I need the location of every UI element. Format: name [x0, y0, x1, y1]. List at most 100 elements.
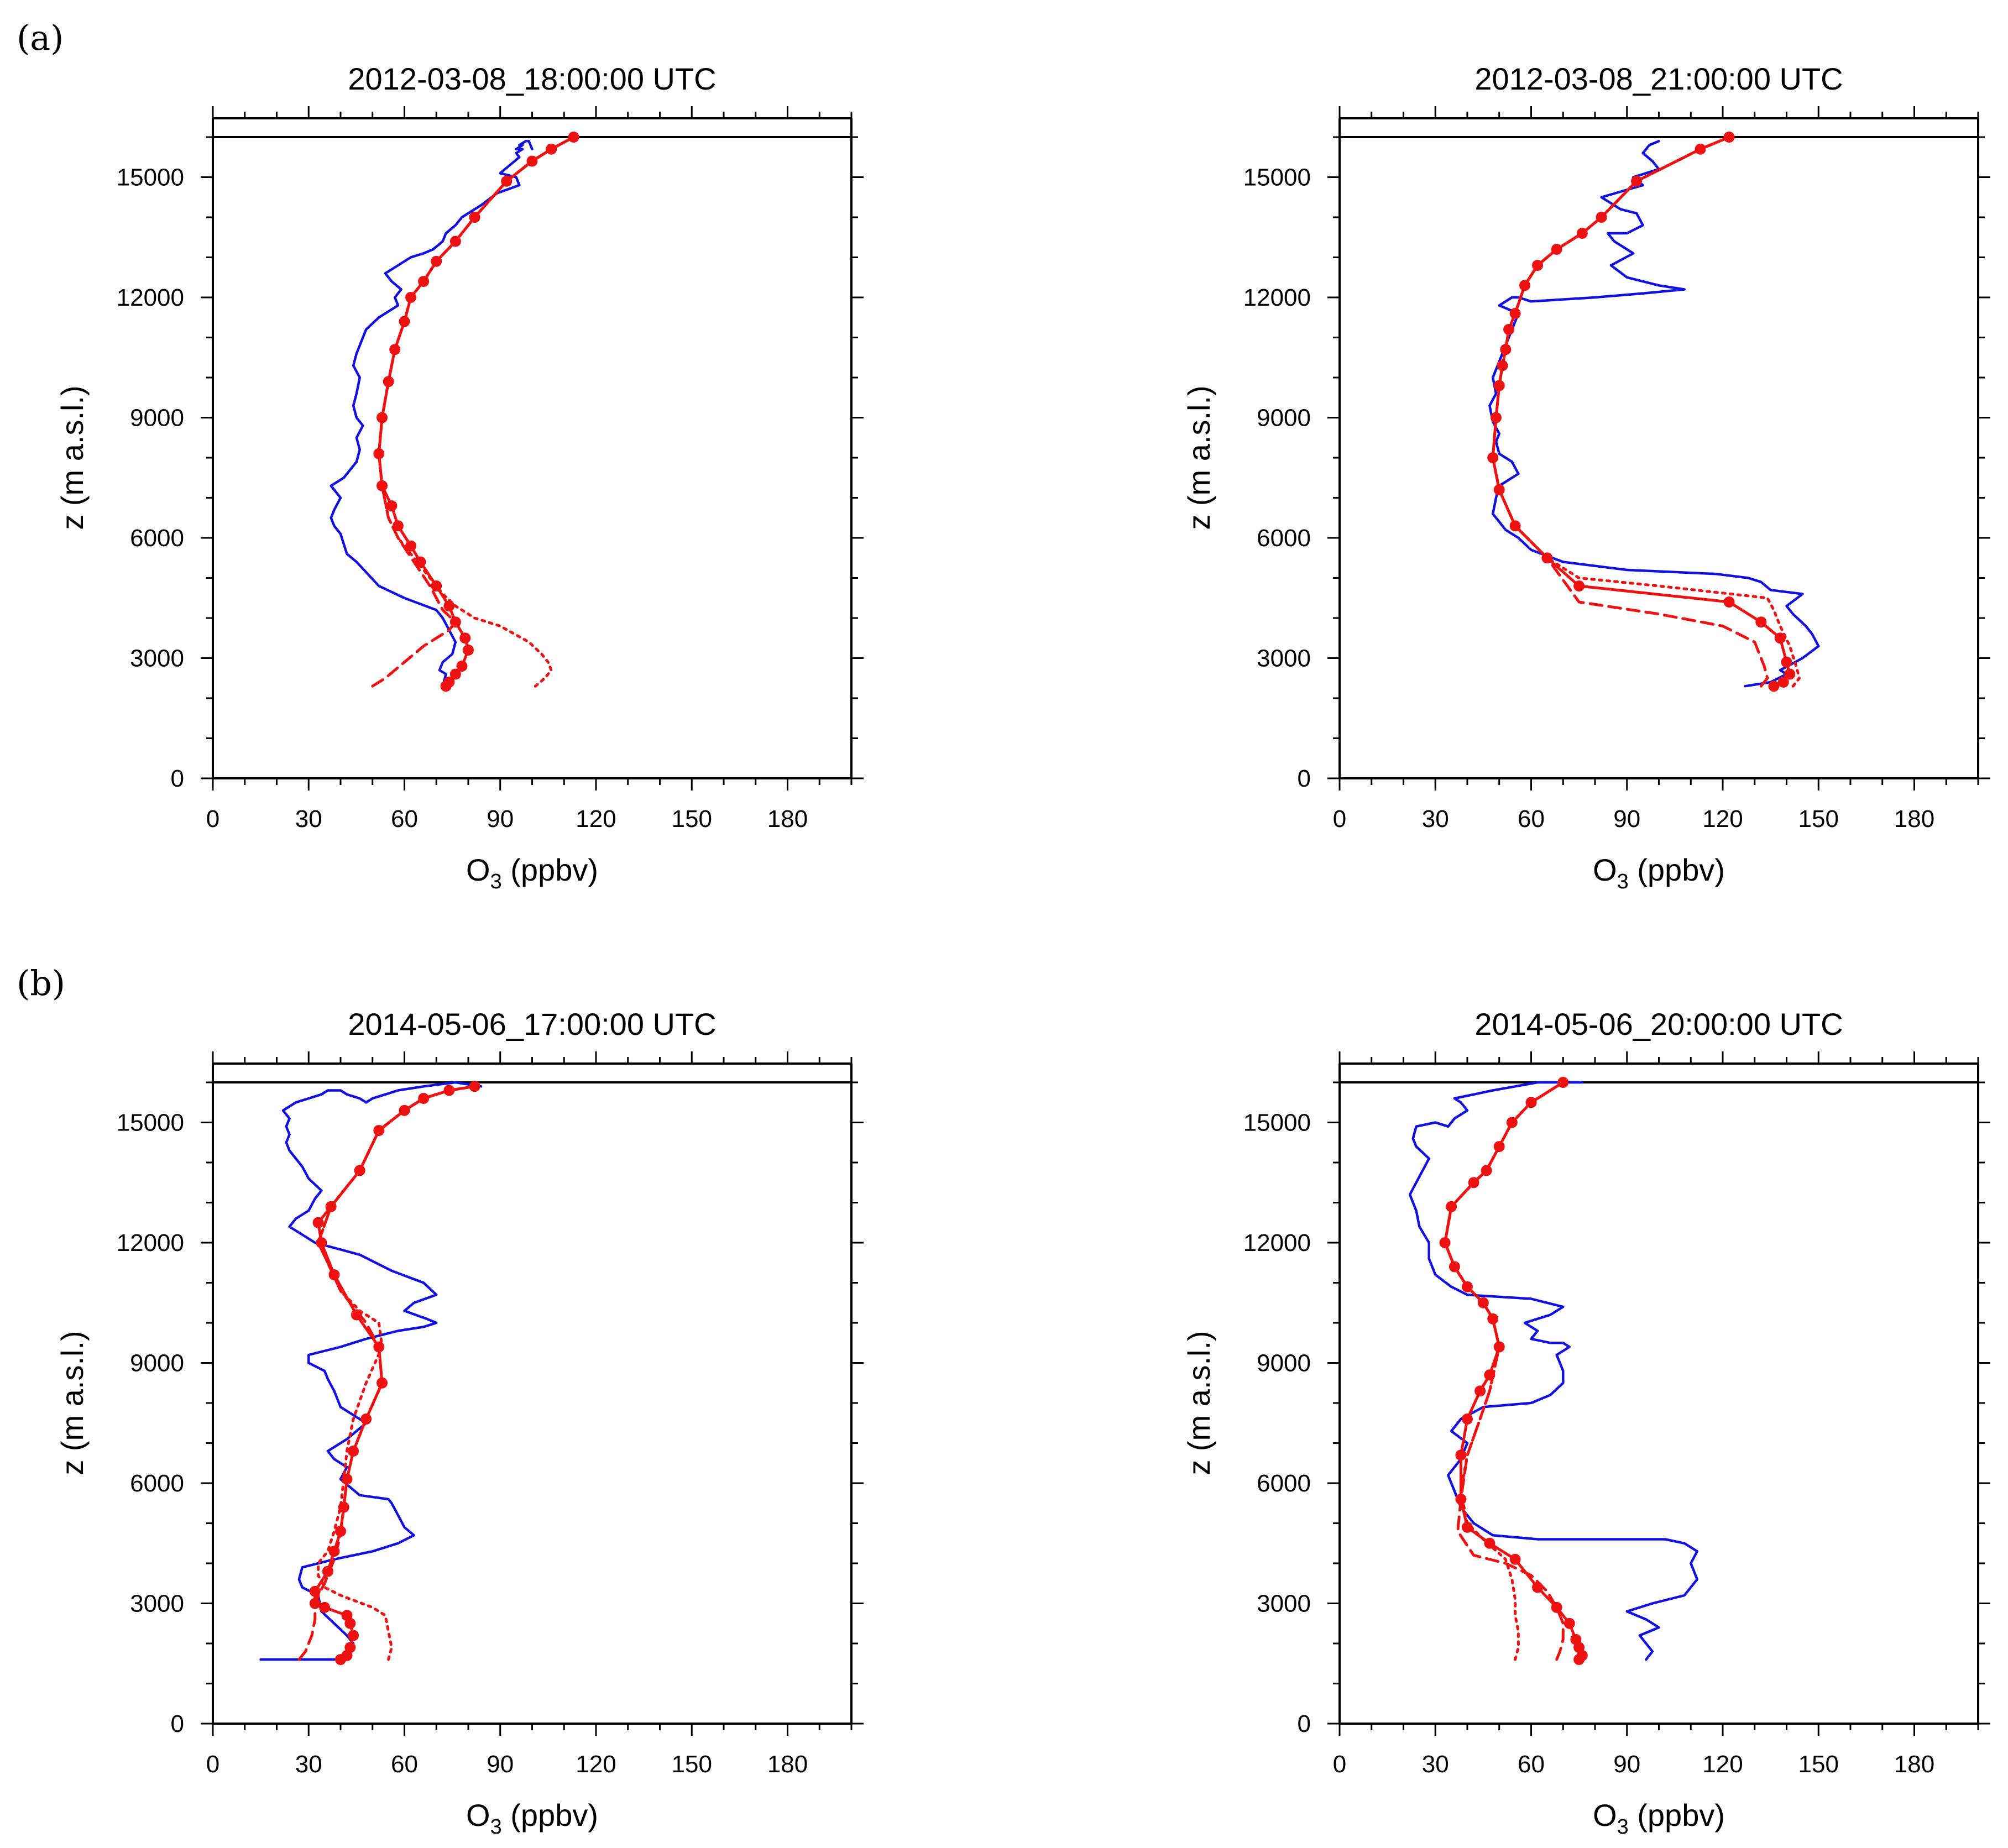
- x-tick-label: 0: [206, 1751, 219, 1778]
- y-tick-label: 12000: [1243, 1229, 1311, 1257]
- x-tick-label: 90: [1613, 805, 1640, 833]
- y-tick-label: 6000: [130, 525, 184, 552]
- plots-group: 0 30 60 90 120 150 180030006000900012000150002…: [55, 61, 1990, 1839]
- series-model-dashed: [371, 135, 576, 688]
- y-tick-label: 0: [1298, 1710, 1311, 1737]
- data-point: [449, 668, 461, 680]
- x-tick-label: 180: [767, 805, 808, 833]
- data-point: [341, 1610, 353, 1621]
- x-tick-label: 60: [1518, 805, 1545, 833]
- plot-3: 0 30 60 90 120 150 180 0 3000 6000 9000 12000 15000 2…: [55, 1007, 864, 1839]
- data-point: [1573, 580, 1585, 591]
- x-tick-label: 30: [1422, 1751, 1449, 1778]
- panel-label-b: (b): [17, 963, 65, 1003]
- x-tick-label: 120: [1702, 805, 1743, 833]
- series-observed: [330, 140, 534, 688]
- data-point: [392, 520, 404, 532]
- data-point: [1774, 632, 1786, 644]
- y-tick-label: 9000: [130, 405, 184, 432]
- x-axis-label: O3 (ppbv): [466, 852, 598, 893]
- series-model-dotted: [1444, 1081, 1565, 1661]
- y-axis-label: z (m a.s.l.): [1181, 1331, 1216, 1475]
- y-tick-label: 3000: [1257, 1590, 1311, 1617]
- series-model-markers: [1491, 135, 1791, 688]
- series-group: [1487, 132, 1820, 692]
- series-model-markers: [1444, 1081, 1584, 1661]
- y-tick-label: 3000: [130, 1590, 184, 1617]
- y-tick-label: 12000: [117, 284, 184, 311]
- data-point: [1768, 680, 1780, 692]
- y-tick-label: 3000: [130, 645, 184, 672]
- y-tick-label: 0: [171, 1710, 184, 1737]
- plot-title: 2012-03-08_18:00:00 UTC: [348, 61, 716, 96]
- series-model-dashed: [1444, 1081, 1565, 1661]
- plot-title: 2014-05-06_17:00:00 UTC: [348, 1007, 716, 1041]
- y-tick-label: 6000: [1257, 525, 1311, 552]
- x-tick-label: 0: [1333, 1751, 1346, 1778]
- data-point: [456, 661, 468, 672]
- data-point: [443, 677, 455, 688]
- data-point: [1563, 1617, 1575, 1629]
- y-axis-label: z (m a.s.l.): [1181, 385, 1216, 530]
- series-model-markers: [313, 1085, 476, 1661]
- y-tick-label: 15000: [1243, 1109, 1311, 1137]
- series-model-dotted: [317, 1085, 476, 1661]
- x-tick-label: 0: [206, 805, 219, 833]
- x-tick-label: 120: [576, 1751, 616, 1778]
- data-point: [1723, 596, 1735, 608]
- series-group: [259, 1081, 483, 1665]
- series-observed: [1408, 1081, 1699, 1661]
- data-point: [1509, 1553, 1521, 1565]
- x-tick-label: 90: [487, 805, 514, 833]
- x-tick-label: 120: [1702, 1751, 1743, 1778]
- x-tick-label: 30: [295, 805, 322, 833]
- x-tick-label: 180: [767, 1751, 808, 1778]
- y-tick-label: 9000: [130, 1350, 184, 1377]
- x-tick-label: 150: [1798, 1751, 1839, 1778]
- x-tick-label: 90: [1613, 1751, 1640, 1778]
- y-tick-label: 6000: [130, 1470, 184, 1497]
- y-tick-label: 15000: [1243, 164, 1311, 191]
- y-tick-label: 15000: [117, 1109, 184, 1137]
- x-tick-label: 90: [487, 1751, 514, 1778]
- y-tick-label: 12000: [117, 1229, 184, 1257]
- y-tick-label: 0: [1298, 765, 1311, 792]
- x-axis-label: O3 (ppbv): [1593, 852, 1725, 893]
- x-tick-label: 30: [295, 1751, 322, 1778]
- data-point: [1784, 668, 1796, 680]
- y-tick-label: 9000: [1257, 405, 1311, 432]
- data-point: [1474, 1385, 1486, 1397]
- x-tick-label: 150: [672, 1751, 712, 1778]
- x-axis-label: O3 (ppbv): [1593, 1798, 1725, 1839]
- y-axis-label: z (m a.s.l.): [55, 385, 90, 530]
- y-tick-label: 15000: [117, 164, 184, 191]
- series-observed: [259, 1081, 483, 1661]
- x-tick-label: 60: [1518, 1751, 1545, 1778]
- x-tick-label: 120: [576, 805, 616, 833]
- plot-title: 2012-03-08_21:00:00 UTC: [1474, 61, 1843, 96]
- data-point: [443, 600, 455, 612]
- data-point: [1462, 1521, 1473, 1533]
- plot-1: 0 30 60 90 120 150 180 0 3000 6000 9000 12000 15000 2…: [55, 61, 864, 893]
- y-tick-label: 6000: [1257, 1470, 1311, 1497]
- y-tick-label: 0: [171, 765, 184, 792]
- series-model-dotted: [1491, 135, 1801, 688]
- x-tick-label: 150: [1798, 805, 1839, 833]
- data-point: [1462, 1414, 1473, 1425]
- x-tick-label: 150: [672, 805, 712, 833]
- data-point: [386, 500, 398, 511]
- data-point: [1777, 677, 1789, 688]
- data-point: [319, 1601, 331, 1613]
- x-tick-label: 30: [1422, 805, 1449, 833]
- y-tick-label: 9000: [1257, 1350, 1311, 1377]
- plot-2: 0 30 60 90 120 150 180 0 3000 6000 9000 12000 15000 2…: [1181, 61, 1990, 893]
- data-point: [1455, 1449, 1467, 1461]
- plot-title: 2014-05-06_20:00:00 UTC: [1474, 1007, 1843, 1041]
- x-tick-label: 60: [391, 805, 418, 833]
- data-point: [344, 1642, 356, 1653]
- series-model-dotted: [377, 135, 576, 688]
- data-point: [348, 1630, 359, 1641]
- x-tick-label: 180: [1894, 1751, 1934, 1778]
- data-point: [463, 645, 474, 656]
